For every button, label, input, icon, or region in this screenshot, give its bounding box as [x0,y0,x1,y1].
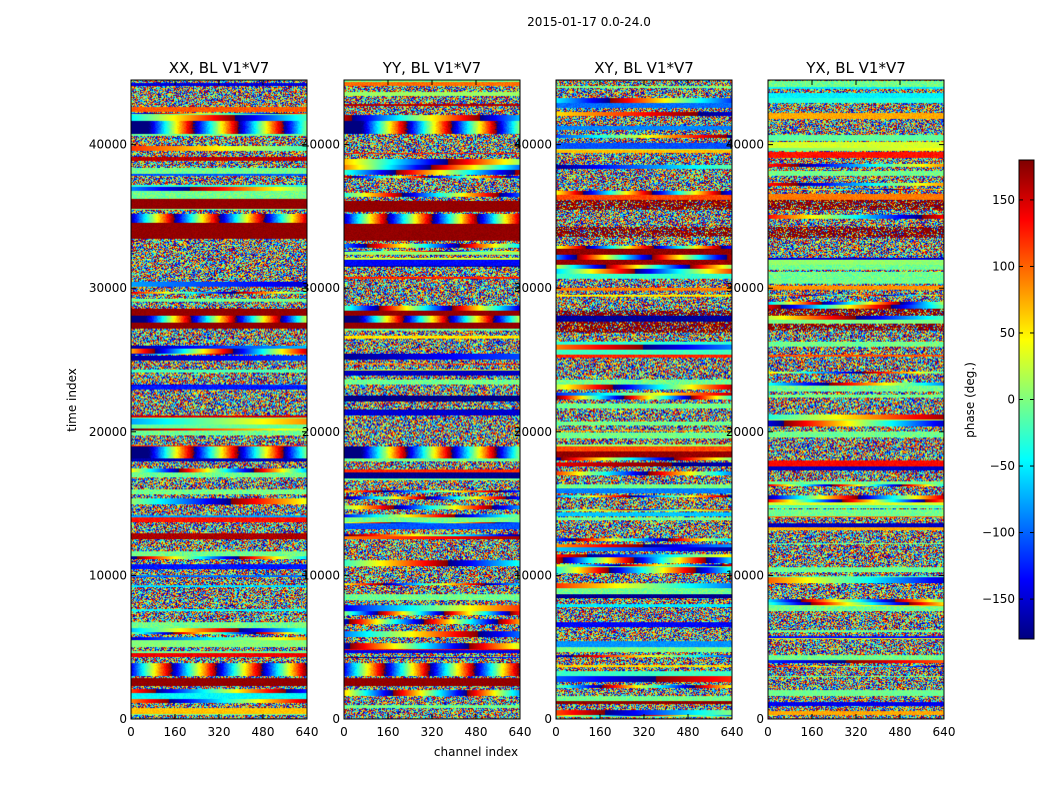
x-tick-label: 160 [377,725,400,739]
panel-2: YY, BL V1*V7 0 160 320 480 640 0 10000 20000 3000… [302,59,532,739]
panel-title: YY, BL V1*V7 [382,59,481,77]
y-axis-label: time index [65,368,79,432]
x-tick-label: 320 [633,725,656,739]
x-tick-label: 640 [296,725,319,739]
x-tick-label: 480 [889,725,912,739]
x-tick-label: 640 [509,725,532,739]
panel-title: XY, BL V1*V7 [594,59,694,77]
x-tick-label: 320 [421,725,444,739]
y-tick-label: 10000 [726,568,764,582]
y-tick-label: 40000 [89,138,127,152]
panel-1: XX, BL V1*V7 0 160 320 480 640 0 10000 20000 3000… [89,59,319,739]
x-tick-label: 320 [845,725,868,739]
y-tick-label: 30000 [726,281,764,295]
x-tick-label: 480 [677,725,700,739]
panel-4: YX, BL V1*V7 0 160 320 480 640 0 10000 20000 3000… [726,59,956,739]
colorbar-tick-label: 0 [1007,393,1015,407]
x-tick-label: 160 [589,725,612,739]
colorbar-label: phase (deg.) [963,362,977,438]
x-tick-label: 0 [552,725,560,739]
x-tick-label: 320 [208,725,231,739]
x-tick-label: 480 [252,725,275,739]
panel-title: XX, BL V1*V7 [169,59,270,77]
y-tick-label: 0 [332,712,340,726]
colorbar-tick-label: 150 [992,193,1015,207]
x-axis-label: channel index [434,745,518,759]
heatmap-image [768,80,944,719]
y-tick-label: 30000 [302,281,340,295]
x-tick-label: 160 [164,725,187,739]
colorbar-tick-label: −50 [990,459,1015,473]
y-tick-label: 20000 [726,425,764,439]
x-tick-label: 0 [127,725,135,739]
colorbar-tick-label: 100 [992,259,1015,273]
panel-3: XY, BL V1*V7 0 160 320 480 640 0 10000 20000 3000… [514,59,744,739]
colorbar: −150 −100 −50 0 50 100 150 [982,159,1035,640]
x-tick-label: 480 [465,725,488,739]
colorbar-tick-label: −100 [982,526,1015,540]
x-tick-label: 160 [801,725,824,739]
panel-title: YX, BL V1*V7 [805,59,906,77]
colorbar-tick-label: −150 [982,592,1015,606]
y-tick-label: 20000 [302,425,340,439]
x-tick-label: 640 [721,725,744,739]
panels-group: XX, BL V1*V7 0 160 320 480 640 0 10000 20000 3000… [89,59,956,739]
heatmap-image [131,80,307,719]
heatmap-image [344,80,520,719]
y-tick-label: 30000 [514,281,552,295]
y-tick-label: 0 [119,712,127,726]
y-tick-label: 20000 [514,425,552,439]
figure-suptitle: 2015-01-17 0.0-24.0 [527,15,651,29]
y-tick-label: 10000 [302,568,340,582]
y-tick-label: 40000 [514,138,552,152]
y-tick-label: 10000 [514,568,552,582]
y-tick-label: 0 [544,712,552,726]
y-tick-label: 40000 [726,138,764,152]
y-tick-label: 20000 [89,425,127,439]
y-tick-label: 10000 [89,568,127,582]
x-tick-label: 0 [340,725,348,739]
x-tick-label: 640 [933,725,956,739]
y-tick-label: 0 [756,712,764,726]
x-tick-label: 0 [764,725,772,739]
y-tick-label: 30000 [89,281,127,295]
y-tick-label: 40000 [302,138,340,152]
colorbar-tick-label: 50 [1000,326,1015,340]
heatmap-image [556,80,732,719]
